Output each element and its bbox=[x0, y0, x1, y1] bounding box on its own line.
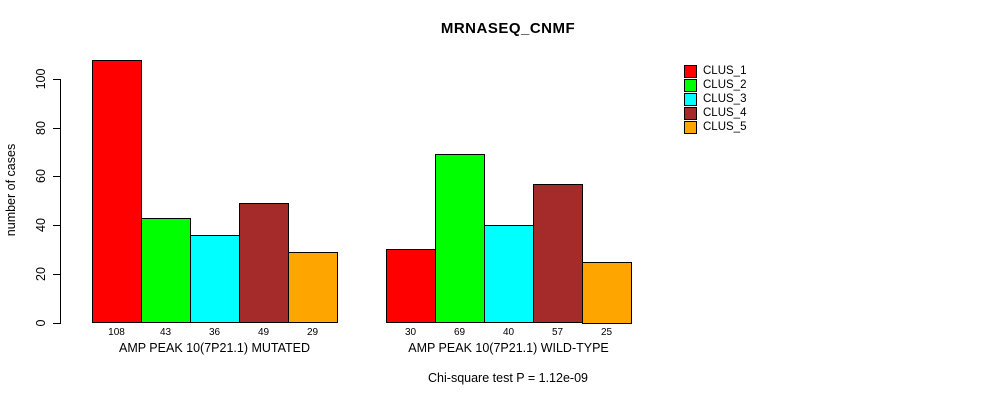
bar-value-label: 25 bbox=[600, 326, 613, 338]
bar-value-label: 108 bbox=[108, 326, 125, 338]
legend-label: CLUS_5 bbox=[703, 121, 747, 133]
bar-value-label: 40 bbox=[502, 326, 515, 338]
group-label: AMP PEAK 10(7P21.1) WILD-TYPE bbox=[408, 341, 609, 355]
y-tick bbox=[53, 176, 60, 178]
y-tick-label: 20 bbox=[34, 266, 48, 281]
legend-label: CLUS_1 bbox=[703, 65, 747, 77]
legend-label: CLUS_4 bbox=[703, 107, 747, 119]
bar-clus_5 bbox=[288, 251, 338, 324]
legend-label: CLUS_3 bbox=[703, 93, 747, 105]
y-tick-label: 40 bbox=[34, 218, 48, 233]
legend-item: CLUS_4 bbox=[684, 106, 746, 120]
legend-item: CLUS_5 bbox=[684, 120, 746, 134]
chi-square-note: Chi-square test P = 1.12e-09 bbox=[428, 371, 588, 385]
y-tick bbox=[53, 79, 60, 80]
bar-clus_4 bbox=[239, 203, 289, 324]
y-axis-label: number of cases bbox=[4, 143, 18, 237]
bar-value-label: 43 bbox=[159, 326, 172, 338]
y-tick bbox=[53, 273, 60, 275]
legend-swatch bbox=[684, 120, 697, 134]
y-tick-label: 100 bbox=[34, 68, 48, 90]
bar-clus_3 bbox=[190, 234, 240, 324]
bar-value-label: 57 bbox=[551, 326, 564, 338]
bar-value-label: 30 bbox=[404, 326, 417, 338]
bar-clus_3 bbox=[484, 225, 534, 324]
legend-swatch bbox=[684, 64, 697, 78]
bar-clus_2 bbox=[141, 217, 191, 324]
bar-value-label: 29 bbox=[306, 326, 319, 338]
group-label: AMP PEAK 10(7P21.1) MUTATED bbox=[118, 341, 311, 355]
legend-item: CLUS_3 bbox=[684, 92, 746, 106]
bar-clus_1 bbox=[92, 59, 142, 324]
y-tick-label: 80 bbox=[34, 120, 48, 135]
y-tick-label: 0 bbox=[34, 319, 48, 326]
bar-clus_1 bbox=[386, 249, 436, 324]
legend-swatch bbox=[684, 92, 697, 106]
legend-item: CLUS_1 bbox=[684, 64, 746, 78]
y-axis-line bbox=[60, 79, 61, 324]
y-tick bbox=[53, 127, 60, 129]
chart-title: MRNASEQ_CNMF bbox=[440, 20, 576, 37]
bar-value-label: 49 bbox=[257, 326, 270, 338]
bar-value-label: 36 bbox=[208, 326, 221, 338]
legend-swatch bbox=[684, 106, 697, 120]
legend-item: CLUS_2 bbox=[684, 78, 746, 92]
bar-clus_4 bbox=[533, 183, 583, 324]
y-tick bbox=[53, 225, 60, 227]
y-tick-label: 60 bbox=[34, 169, 48, 184]
bar-clus_2 bbox=[435, 154, 485, 324]
legend-label: CLUS_2 bbox=[703, 79, 747, 91]
legend: CLUS_1 CLUS_2 CLUS_3 CLUS_4 CLUS_5 bbox=[684, 64, 746, 134]
bar-clus_5 bbox=[582, 261, 632, 324]
legend-swatch bbox=[684, 78, 697, 92]
bar-value-label: 69 bbox=[453, 326, 466, 338]
y-tick bbox=[53, 322, 60, 324]
